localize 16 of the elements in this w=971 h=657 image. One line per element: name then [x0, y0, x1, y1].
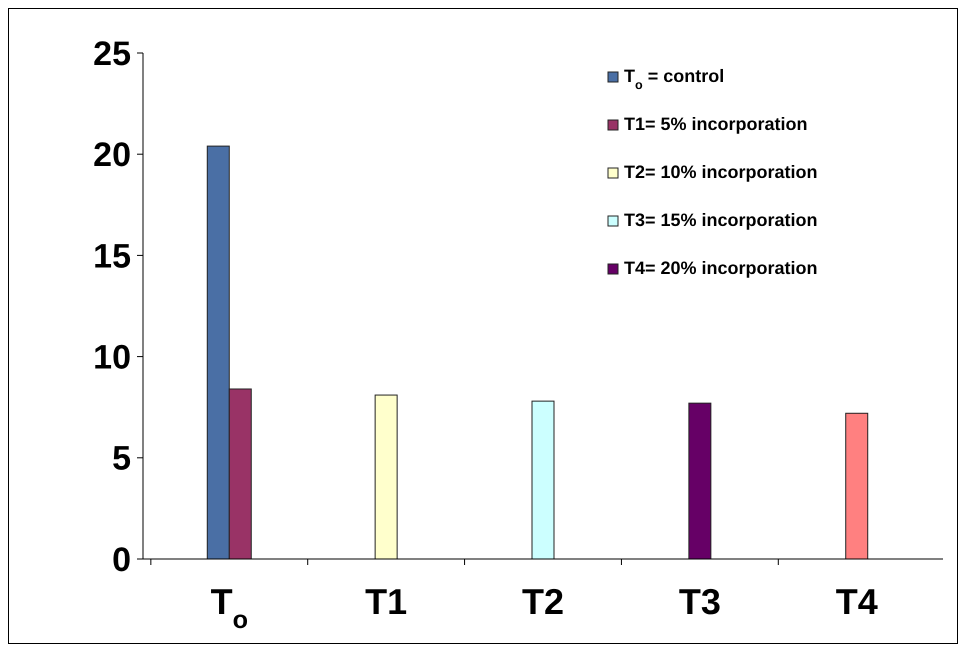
legend-label: T1= 5% incorporation: [624, 114, 808, 134]
x-tick-label: T$_{o}$: [210, 581, 248, 634]
legend-label: T$_{o}$ = control: [624, 66, 724, 92]
x-tick-label: T2: [522, 581, 564, 622]
y-tick-label: 15: [93, 237, 131, 276]
legend-label: T4= 20% incorporation: [624, 258, 818, 278]
legend-label: T2= 10% incorporation: [624, 162, 818, 182]
y-tick-label: 20: [93, 136, 131, 174]
x-tick-label: T4: [836, 581, 878, 622]
x-tick-label: T3: [678, 581, 721, 622]
y-tick-label: 10: [93, 338, 131, 376]
x-tick-label: T1: [365, 581, 408, 622]
y-tick-label: 5: [112, 440, 131, 478]
legend-label: T3= 15% incorporation: [624, 210, 818, 230]
y-tick-label: 0: [112, 540, 131, 579]
y-tick-label: 25: [93, 34, 131, 73]
